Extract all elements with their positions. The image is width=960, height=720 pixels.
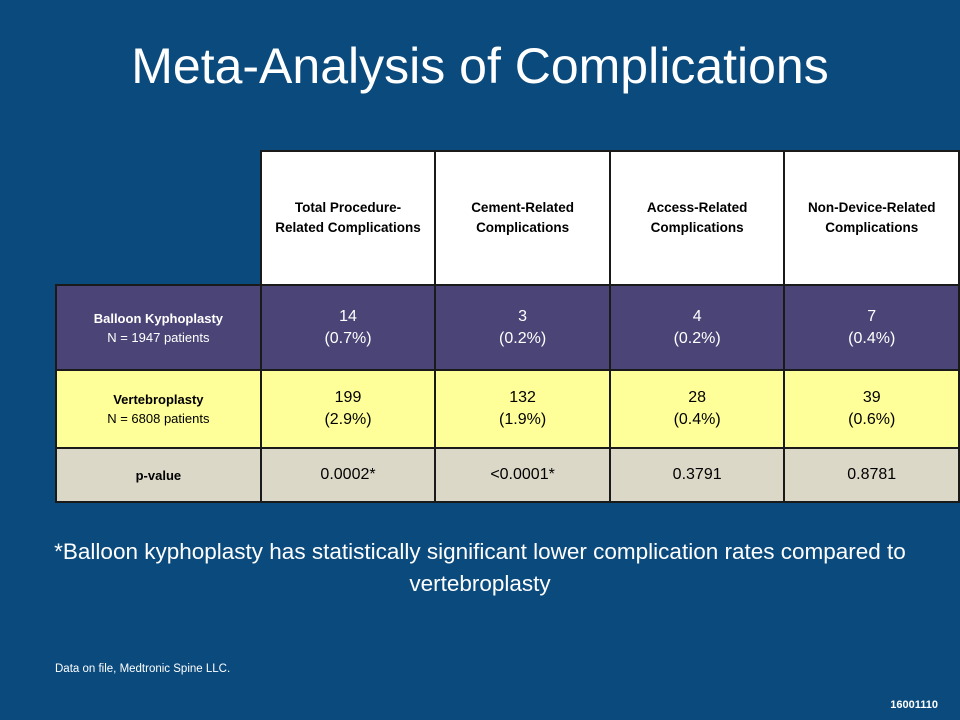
source-citation: Data on file, Medtronic Spine LLC.	[55, 663, 231, 675]
cell-percent: (0.6%)	[848, 411, 896, 428]
row-label-p-value: p-value	[55, 447, 262, 503]
row-patient-count: N = 1947 patients	[107, 329, 210, 345]
table-cell: 14 (0.7%)	[259, 284, 437, 371]
column-header-access: Access-Related Complications	[608, 150, 786, 286]
cell-percent: (1.9%)	[499, 411, 547, 428]
table-cell: 3 (0.2%)	[434, 284, 611, 371]
cell-count: 14	[339, 307, 357, 325]
empty-corner-cell	[56, 151, 261, 285]
cell-count: 199	[334, 389, 362, 406]
cell-percent: (0.2%)	[499, 329, 547, 347]
row-name: Balloon Kyphoplasty	[93, 310, 224, 326]
cell-percent: (0.4%)	[848, 329, 896, 347]
cell-count: 4	[692, 307, 702, 325]
cell-percent: (0.7%)	[324, 329, 372, 347]
cell-count: 3	[518, 307, 528, 325]
cell-percent: (0.4%)	[673, 411, 721, 428]
table-cell: 4 (0.2%)	[608, 284, 786, 371]
table-cell: 199 (2.9%)	[259, 369, 437, 449]
column-header-total: Total Procedure-Related Complications	[259, 150, 437, 286]
cell-percent: (2.9%)	[324, 411, 372, 428]
slide-code: 16001110	[890, 699, 938, 711]
p-value-cell: 0.3791	[608, 447, 786, 503]
slide-title: Meta-Analysis of Complications	[131, 38, 829, 94]
row-label-balloon-kyphoplasty: Balloon Kyphoplasty N = 1947 patients	[55, 284, 262, 371]
cell-count: 132	[509, 389, 536, 406]
cell-count: 7	[867, 307, 877, 325]
cell-percent: (0.2%)	[673, 329, 721, 347]
row-label-vertebroplasty: Vertebroplasty N = 6808 patients	[55, 369, 262, 449]
table-row-p-value: p-value 0.0002* <0.0001* 0.3791 0.8781	[55, 447, 960, 503]
complications-table: Total Procedure-Related Complications Ce…	[55, 150, 960, 503]
p-value-cell: 0.0002*	[259, 447, 437, 503]
cell-count: 28	[688, 389, 707, 406]
row-patient-count: N = 6808 patients	[107, 411, 210, 426]
table-row-balloon-kyphoplasty: Balloon Kyphoplasty N = 1947 patients 14…	[55, 284, 960, 371]
column-header-cement: Cement-Related Complications	[434, 150, 611, 286]
header-row: Total Procedure-Related Complications Ce…	[56, 150, 960, 286]
table-cell: 132 (1.9%)	[434, 369, 611, 449]
cell-count: 39	[862, 389, 881, 406]
p-value-cell: <0.0001*	[434, 447, 611, 503]
table-row-vertebroplasty: Vertebroplasty N = 6808 patients 199 (2.9…	[55, 369, 960, 449]
row-name: Vertebroplasty	[113, 392, 204, 407]
column-header-non-device: Non-Device-Related Complications	[783, 150, 960, 286]
p-value-cell: 0.8781	[783, 447, 960, 503]
table-cell: 39 (0.6%)	[783, 369, 960, 449]
table-cell: 7 (0.4%)	[783, 284, 960, 371]
table-cell: 28 (0.4%)	[608, 369, 786, 449]
significance-footnote: *Balloon kyphoplasty has statistically s…	[54, 539, 906, 596]
